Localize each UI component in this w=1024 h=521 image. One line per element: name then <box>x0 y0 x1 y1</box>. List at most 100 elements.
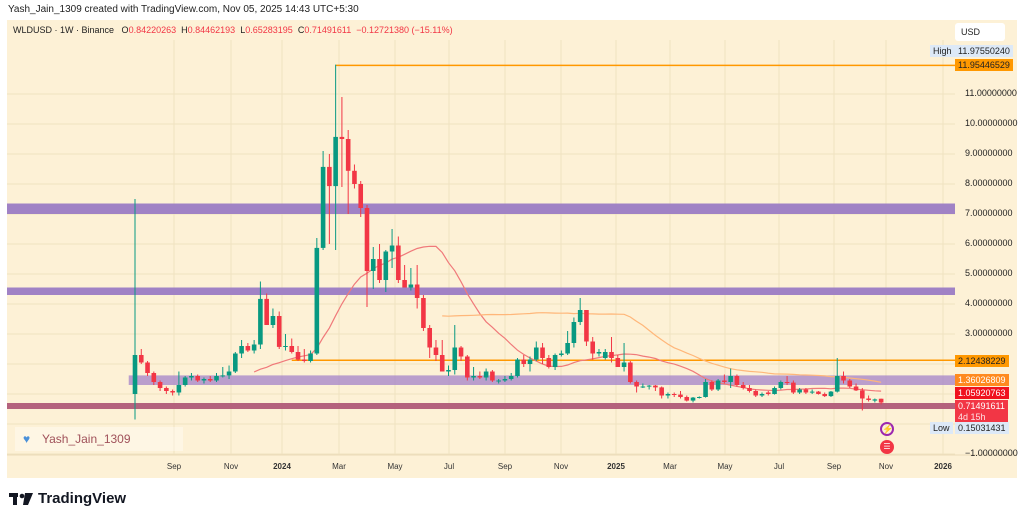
candle-up <box>201 379 207 381</box>
mid-line-tag: 2.12438229 <box>955 355 1009 367</box>
candle-down <box>358 184 364 208</box>
time-axis-label: Mar <box>332 462 346 471</box>
time-axis-label: Mar <box>663 462 677 471</box>
time-axis-label: Nov <box>878 462 894 471</box>
time-axis-label: Sep <box>497 462 513 471</box>
candle-down <box>477 376 483 378</box>
candle-up <box>389 245 395 252</box>
candle-down <box>289 346 295 352</box>
candle-up <box>270 316 276 325</box>
candle-down <box>345 139 351 171</box>
candle-up <box>690 397 696 401</box>
lightning-event-icon[interactable]: ⚡ <box>880 422 894 436</box>
candle-up <box>571 322 577 343</box>
candle-up <box>809 391 815 393</box>
time-axis-label: Sep <box>166 462 182 471</box>
candle-down <box>295 352 301 360</box>
candle-up <box>577 310 583 322</box>
candle-down <box>396 245 401 280</box>
candle-up <box>220 375 226 377</box>
candle-up <box>646 385 652 387</box>
candle-down <box>590 341 596 354</box>
candle-up <box>872 399 878 401</box>
candle-up <box>502 379 508 381</box>
candle-up <box>320 166 326 248</box>
chart-frame[interactable]: WLDUSD · 1W · Binance O0.84220263 H0.844… <box>7 20 1018 478</box>
tradingview-logo-icon <box>9 492 33 505</box>
close-value: 0.71491611 <box>304 25 352 35</box>
candle-up <box>258 298 263 345</box>
candle-up <box>797 389 802 393</box>
candle-down <box>364 208 370 271</box>
candle-down <box>860 390 865 399</box>
time-axis-label: 2025 <box>607 462 625 471</box>
bar-countdown: 4d 15h <box>958 412 986 422</box>
time-axis-label: May <box>717 462 733 471</box>
last-price-value: 0.71491611 <box>958 401 1005 411</box>
us-flag-event-icon[interactable]: ☰ <box>880 440 894 454</box>
candle-down <box>207 379 213 381</box>
candle-up <box>283 346 288 347</box>
candle-down <box>847 380 853 387</box>
candle-up <box>333 136 338 187</box>
candle-down <box>803 389 809 393</box>
currency-button[interactable]: USD <box>955 23 1005 41</box>
change-value: −0.12721380 (−15.11%) <box>356 25 453 35</box>
candle-down <box>678 394 683 397</box>
low-tag-label: Low <box>930 422 953 434</box>
candle-up <box>471 376 476 378</box>
candle-down <box>327 166 332 187</box>
price-axis-label: −1.00000000 <box>965 448 1018 458</box>
candle-up <box>483 371 489 378</box>
candle-up <box>233 353 238 372</box>
candle-up <box>828 391 834 397</box>
candle-down <box>609 352 614 358</box>
candle-up <box>697 397 702 398</box>
candle-down <box>740 385 746 388</box>
candle-up <box>182 377 188 385</box>
candle-up <box>533 347 539 360</box>
close-label: C <box>297 25 305 35</box>
low-label: L <box>240 25 246 35</box>
candle-down <box>151 373 157 382</box>
support-resistance-zone <box>7 203 955 214</box>
candle-down <box>245 346 251 351</box>
candle-up <box>665 394 671 396</box>
candle-down <box>540 347 545 358</box>
candle-up <box>565 343 570 354</box>
sma-50-line <box>442 312 882 383</box>
price-axis-label: 4.00000000 <box>965 298 1013 308</box>
tradingview-logo[interactable]: TradingView <box>9 490 126 507</box>
candle-up <box>189 376 194 378</box>
candle-up <box>778 382 784 388</box>
candle-up <box>496 380 501 382</box>
candle-down <box>377 259 382 280</box>
price-chart[interactable] <box>7 20 1017 478</box>
candle-up <box>508 376 514 379</box>
candle-down <box>490 371 495 381</box>
candle-down <box>458 347 464 357</box>
time-axis-label: Jul <box>773 462 785 471</box>
candle-up <box>602 352 608 358</box>
ohlc-legend: WLDUSD · 1W · Binance O0.84220263 H0.844… <box>13 25 453 35</box>
price-axis-label: 10.00000000 <box>965 118 1018 128</box>
candle-down <box>301 359 307 361</box>
candle-down <box>784 382 790 383</box>
low-tag-value: 0.15031431 <box>955 422 1009 434</box>
price-axis-label: 8.00000000 <box>965 178 1013 188</box>
price-axis-label: 9.00000000 <box>965 148 1013 158</box>
symbol-label[interactable]: WLDUSD · 1W · Binance <box>13 25 115 35</box>
candle-up <box>251 344 257 351</box>
candle-up <box>214 376 219 381</box>
time-axis-label: May <box>387 462 403 471</box>
open-label: O <box>121 25 129 35</box>
price-axis-label: 3.00000000 <box>965 328 1013 338</box>
candle-down <box>671 394 677 395</box>
time-axis-label: Nov <box>223 462 239 471</box>
candle-down <box>816 391 821 394</box>
candle-down <box>734 376 740 385</box>
candle-down <box>653 385 658 388</box>
price-axis-label: 6.00000000 <box>965 238 1013 248</box>
candle-up <box>132 355 138 394</box>
candle-up <box>408 284 414 288</box>
